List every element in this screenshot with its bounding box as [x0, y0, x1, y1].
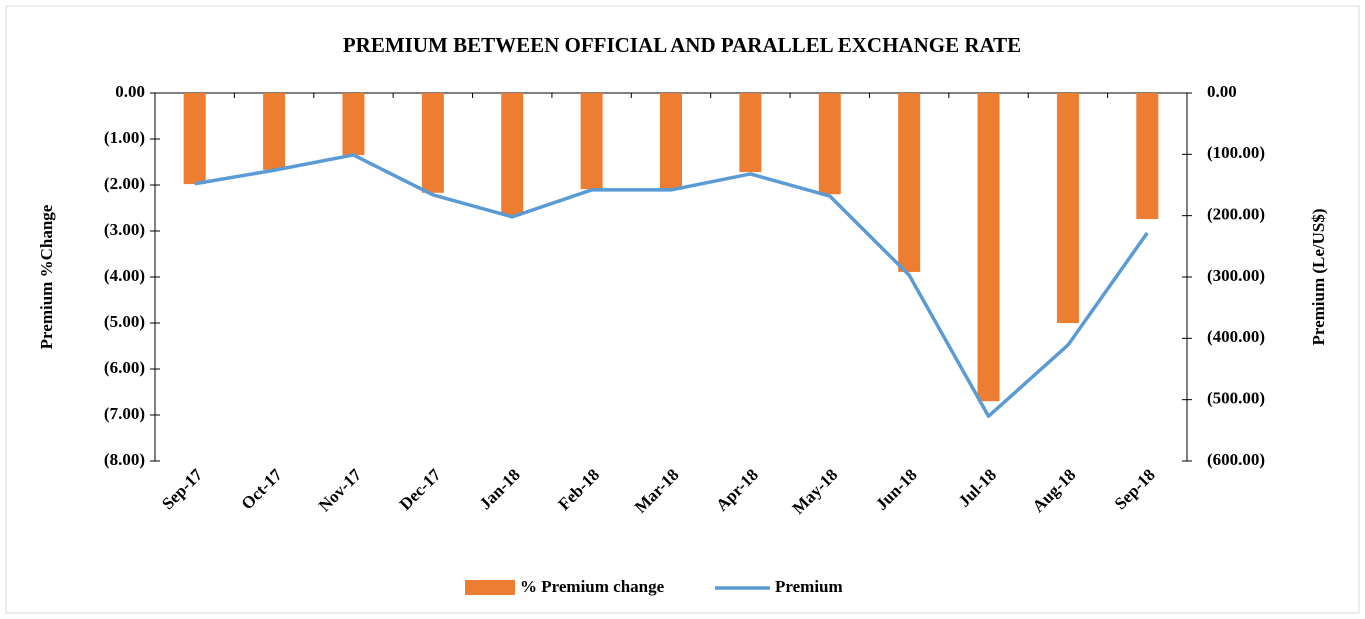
y-tick-label: (6.00) [104, 358, 145, 377]
legend-label: % Premium change [520, 577, 665, 596]
y-tick-label: (4.00) [104, 266, 145, 285]
y2-tick-label: (200.00) [1207, 205, 1265, 224]
bar [739, 93, 762, 173]
y-tick-label: (8.00) [104, 450, 145, 469]
bar [183, 93, 206, 185]
y2-tick-label: (600.00) [1207, 450, 1265, 469]
y-tick-label: (7.00) [104, 404, 145, 423]
y-tick-label: (3.00) [104, 220, 145, 239]
bar [898, 93, 921, 272]
y-tick-label: (5.00) [104, 312, 145, 331]
chart-border [5, 5, 1360, 614]
bar [818, 93, 841, 195]
y2-tick-label: (400.00) [1207, 327, 1265, 346]
bar [501, 93, 524, 215]
y-tick-label: (2.00) [104, 174, 145, 193]
y-tick-label: 0.00 [115, 82, 145, 101]
y2-axis-label: Premium (Le/US$) [1309, 208, 1328, 345]
bar [342, 93, 365, 156]
y2-tick-label: (300.00) [1207, 266, 1265, 285]
y2-tick-label: (100.00) [1207, 143, 1265, 162]
y2-tick-label: 0.00 [1207, 82, 1237, 101]
bar [421, 93, 444, 193]
legend-label: Premium [775, 577, 843, 596]
y2-tick-label: (500.00) [1207, 389, 1265, 408]
y-axis-label: Premium %Change [37, 204, 56, 349]
y-tick-label: (1.00) [104, 128, 145, 147]
bar [1136, 93, 1159, 220]
bar [580, 93, 603, 190]
chart-title: PREMIUM BETWEEN OFFICIAL AND PARALLEL EX… [343, 33, 1021, 57]
bar [660, 93, 682, 190]
bar [263, 93, 286, 170]
legend-swatch [465, 580, 515, 595]
bar [1056, 93, 1079, 323]
line [194, 153, 1149, 418]
bar [977, 93, 1000, 402]
